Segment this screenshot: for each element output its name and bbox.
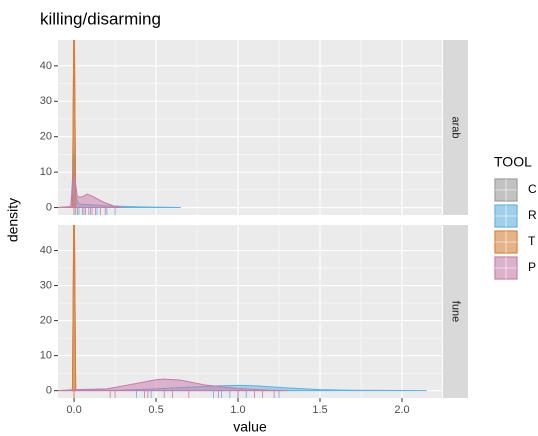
facet-strip: [443, 40, 468, 215]
chart-title: killing/disarming: [40, 9, 161, 28]
x-tick-label: 2.0: [394, 404, 409, 416]
density-area: [58, 172, 124, 209]
y-tick-label: 0: [46, 385, 52, 397]
x-tick-label: 1.5: [312, 404, 327, 416]
plot-area: [58, 225, 427, 398]
y-tick-label: 30: [40, 279, 52, 291]
y-tick-label: 10: [40, 350, 52, 362]
panel-background: [58, 225, 442, 398]
facet-label: arab: [450, 116, 462, 138]
y-tick-label: 20: [40, 131, 52, 143]
x-axis-label: value: [233, 419, 267, 435]
panel-background: [58, 40, 442, 215]
y-tick-label: 40: [40, 244, 52, 256]
y-tick-label: 40: [40, 60, 52, 72]
y-tick-label: 30: [40, 95, 52, 107]
x-tick-label: 0.0: [66, 404, 81, 416]
facet-label: fune: [450, 301, 462, 322]
y-tick-label: 0: [46, 201, 52, 213]
y-axis-label: density: [5, 198, 21, 242]
y-tick-label: 20: [40, 315, 52, 327]
y-tick-label: 10: [40, 166, 52, 178]
x-tick-label: 0.5: [148, 404, 163, 416]
plot-area: [58, 40, 181, 215]
density-area: [58, 378, 288, 392]
legend-label: C: [528, 182, 537, 196]
legend-label: R: [528, 208, 537, 222]
x-tick-label: 1.0: [230, 404, 245, 416]
legend-label: T: [528, 234, 536, 248]
facet-strip: [443, 225, 468, 398]
legend-label: P: [528, 260, 536, 274]
legend-title: TOOL: [494, 154, 532, 170]
